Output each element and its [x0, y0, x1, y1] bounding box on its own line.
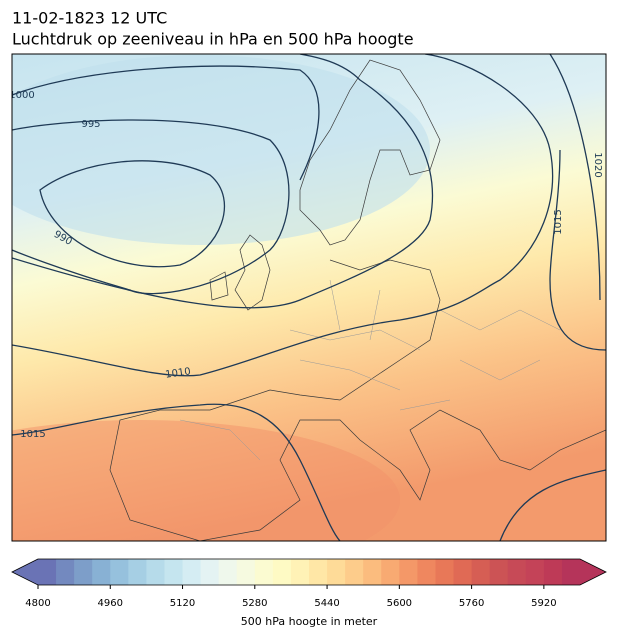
colorbar-swatch [381, 559, 400, 585]
colorbar-swatch [164, 559, 184, 585]
colorbar-swatch [74, 559, 93, 585]
colorbar-outline [11, 558, 607, 586]
colorbar-swatch [453, 559, 473, 585]
colorbar-swatch [200, 559, 220, 585]
map-frame [11, 53, 607, 542]
colorbar-tick-label: 4960 [98, 598, 123, 609]
colorbar-swatch [525, 559, 545, 585]
colorbar-swatch [417, 559, 436, 585]
colorbar-tick-label: 5120 [170, 598, 195, 609]
colorbar-swatch [56, 559, 75, 585]
colorbar-swatch [272, 559, 292, 585]
colorbar-swatch [254, 559, 274, 585]
colorbar-swatch [218, 559, 238, 585]
contour-label: 1015 [20, 429, 45, 440]
colorbar-tick-label: 5440 [314, 598, 339, 609]
colorbar-swatch [471, 559, 491, 585]
title-line2: Luchtdruk op zeeniveau in hPa en 500 hPa… [12, 30, 414, 49]
colorbar-swatch [561, 559, 581, 585]
colorbar-tick-label: 4800 [25, 598, 50, 609]
colorbar-extend-high [580, 559, 606, 585]
colorbar-swatch [290, 559, 310, 585]
colorbar-extend-low [12, 559, 38, 585]
contour-label: 1020 [592, 152, 603, 177]
contour-label: 1000 [9, 90, 34, 101]
colorbar-tick-label: 5280 [242, 598, 267, 609]
colorbar-tick-label: 5600 [387, 598, 412, 609]
colorbar-swatch [543, 559, 563, 585]
contour-label: 1015 [553, 209, 564, 234]
colorbar-swatch [507, 559, 527, 585]
colorbar-swatch [363, 559, 382, 585]
colorbar-label: 500 hPa hoogte in meter [241, 615, 378, 628]
colorbar: 4800 4960 5120 5280 5440 5600 5760 5920 500 hPa … [11, 558, 607, 628]
colorbar-swatch [146, 559, 165, 585]
colorbar-swatch [327, 559, 346, 585]
colorbar-swatch [399, 559, 418, 585]
colorbar-tick-label: 5920 [531, 598, 556, 609]
colorbar-tick-label: 5760 [459, 598, 484, 609]
colorbar-swatch [435, 559, 455, 585]
low-area [12, 55, 430, 245]
colorbar-swatch [236, 559, 256, 585]
colorbar-swatch [309, 559, 328, 585]
contour-label: 995 [81, 119, 100, 130]
colorbar-swatch [489, 559, 509, 585]
colorbar-swatch [38, 559, 57, 585]
colorbar-swatch [345, 559, 364, 585]
colorbar-swatch [128, 559, 147, 585]
colorbar-swatch [182, 559, 202, 585]
colorbar-swatch [92, 559, 111, 585]
high-area [12, 420, 400, 541]
colorbar-swatch [110, 559, 129, 585]
title-line1: 11-02-1823 12 UTC [12, 9, 167, 28]
contour-label: 1010 [165, 366, 192, 380]
